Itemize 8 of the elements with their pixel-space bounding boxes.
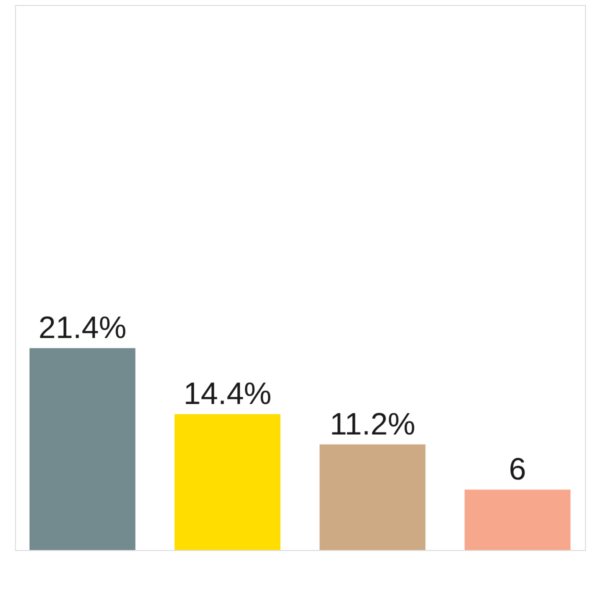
bar bbox=[464, 490, 570, 550]
data-label: 6 bbox=[508, 452, 526, 487]
bar bbox=[30, 348, 136, 550]
bar bbox=[174, 414, 280, 550]
bar bbox=[320, 444, 426, 550]
data-label: 11.2% bbox=[330, 406, 416, 442]
data-label: 14.4% bbox=[184, 376, 272, 412]
data-label: 21.4% bbox=[38, 310, 126, 346]
